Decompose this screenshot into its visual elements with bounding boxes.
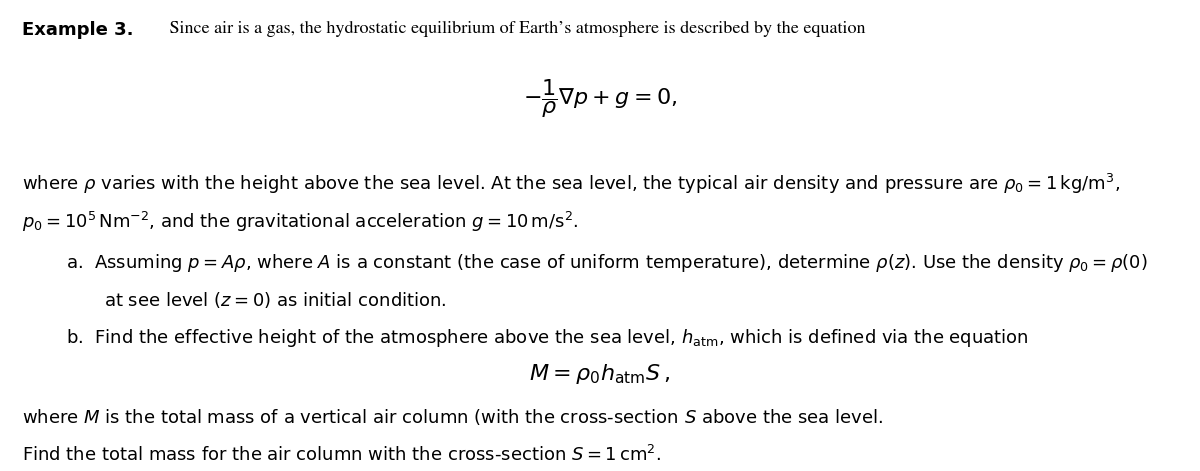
Text: $M = \rho_0 h_{\mathrm{atm}} S\,,$: $M = \rho_0 h_{\mathrm{atm}} S\,,$ <box>529 363 671 386</box>
Text: Find the total mass for the air column with the cross-section $S = 1\,\mathrm{cm: Find the total mass for the air column w… <box>22 445 661 465</box>
Text: $p_0 = 10^5\,\mathrm{Nm^{-2}}$, and the gravitational acceleration $g = 10\,\mat: $p_0 = 10^5\,\mathrm{Nm^{-2}}$, and the … <box>22 210 578 234</box>
Text: a.  Assuming $p = A\rho$, where $A$ is a constant (the case of uniform temperatu: a. Assuming $p = A\rho$, where $A$ is a … <box>66 252 1148 274</box>
Text: b.  Find the effective height of the atmosphere above the sea level, $h_{\mathrm: b. Find the effective height of the atmo… <box>66 327 1028 349</box>
Text: where $M$ is the total mass of a vertical air column (with the cross-section $S$: where $M$ is the total mass of a vertica… <box>22 407 883 427</box>
Text: $-\dfrac{1}{\rho}\nabla p + g = 0,$: $-\dfrac{1}{\rho}\nabla p + g = 0,$ <box>523 77 677 121</box>
Text: Example 3.: Example 3. <box>22 21 133 39</box>
Text: Since air is a gas, the hydrostatic equilibrium of Earth’s atmosphere is describ: Since air is a gas, the hydrostatic equi… <box>166 21 866 37</box>
Text: at see level ($z = 0$) as initial condition.: at see level ($z = 0$) as initial condit… <box>104 290 448 309</box>
Text: where $\rho$ varies with the height above the sea level. At the sea level, the t: where $\rho$ varies with the height abov… <box>22 172 1120 196</box>
